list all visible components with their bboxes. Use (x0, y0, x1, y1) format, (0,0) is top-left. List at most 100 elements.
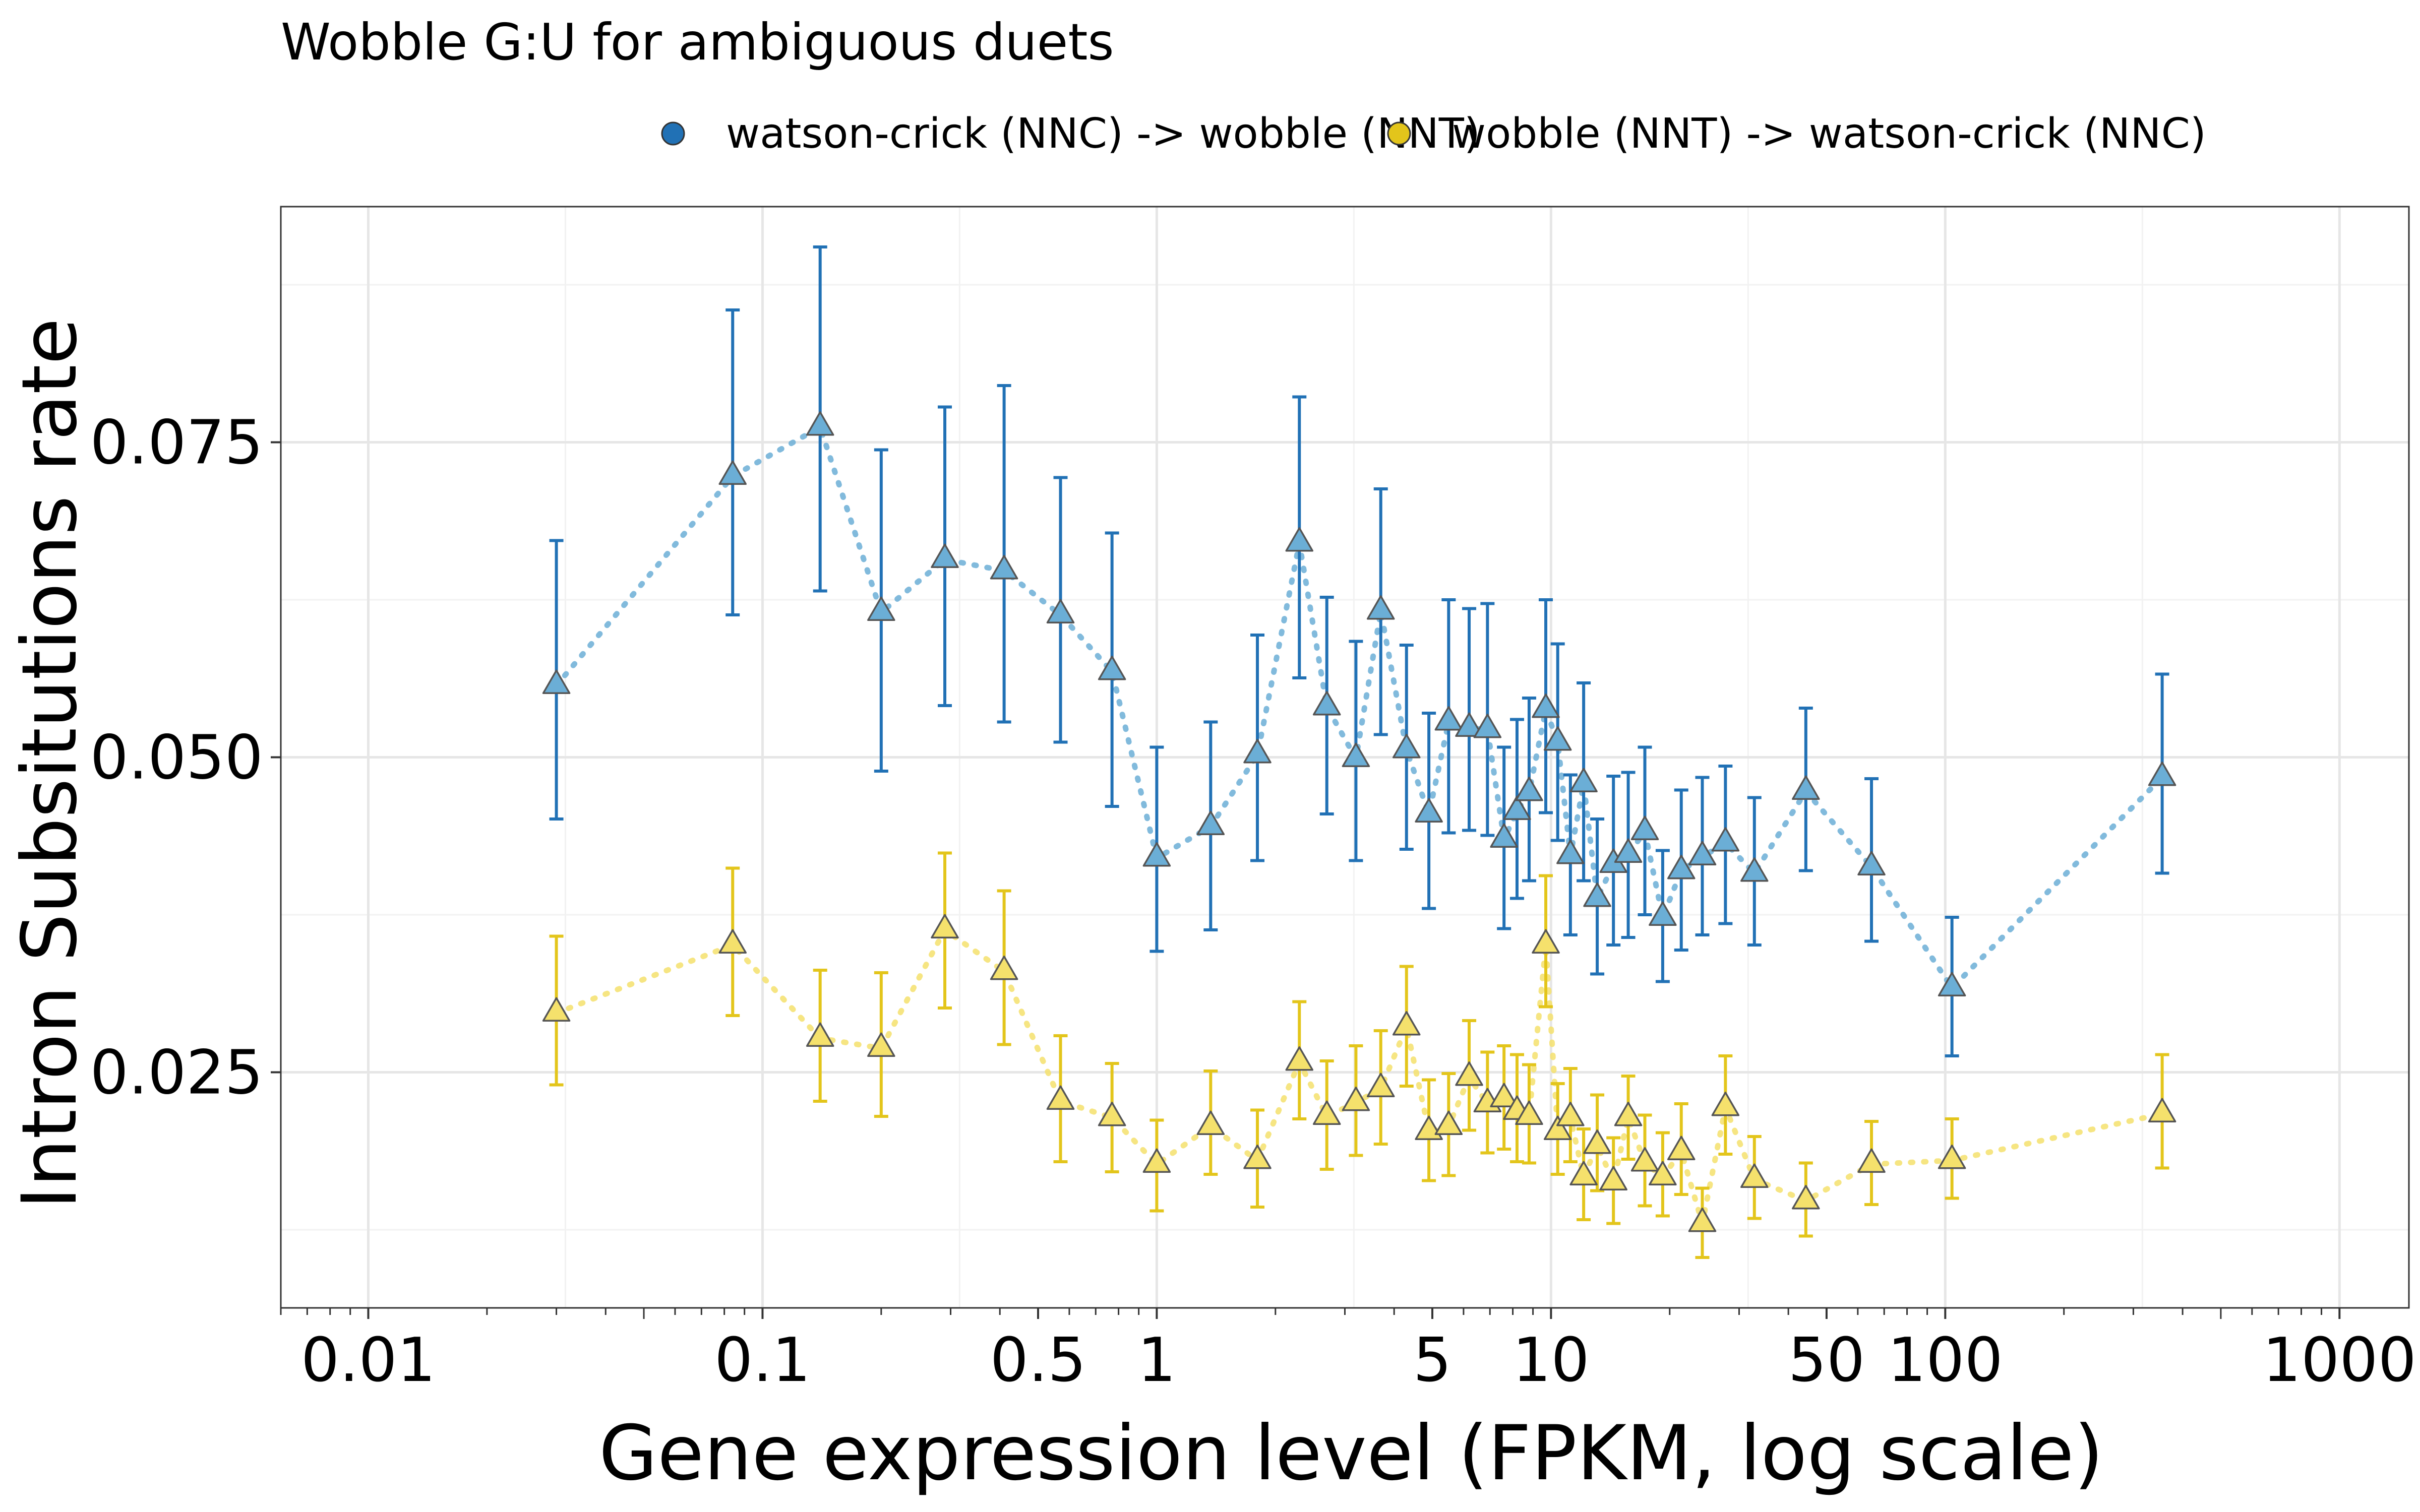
data-point (1142, 842, 1171, 867)
data-point (1857, 1148, 1886, 1173)
data-point (1556, 1102, 1585, 1126)
data-point (1630, 1147, 1659, 1172)
data-point (2148, 1098, 2176, 1123)
data-point (1243, 1145, 1272, 1169)
data-point (1711, 1092, 1740, 1116)
data-point (1196, 1110, 1225, 1136)
data-point (1342, 742, 1370, 768)
data-point (1667, 855, 1696, 879)
data-point (1455, 1061, 1483, 1086)
data-point (867, 596, 895, 621)
data-point (1630, 815, 1659, 841)
y-tick-label: 0.075 (90, 408, 263, 478)
data-point (1599, 1166, 1627, 1191)
data-point (1473, 714, 1502, 738)
data-point (1285, 527, 1314, 552)
data-point (1543, 1115, 1572, 1141)
plot-series (542, 245, 2176, 1259)
data-point (1569, 1161, 1598, 1186)
data-point (1243, 739, 1272, 764)
data-point (1503, 795, 1531, 821)
data-point (1857, 851, 1886, 876)
data-point (1393, 1011, 1421, 1036)
data-point (1649, 1161, 1677, 1186)
data-point (1366, 595, 1395, 620)
data-point (1740, 1163, 1769, 1188)
data-point (1312, 1100, 1341, 1125)
data-point (1196, 810, 1225, 836)
chart-title: Wobble G:U for ambiguous duets (281, 13, 1114, 72)
data-point (1556, 840, 1585, 864)
series-2 (542, 851, 2176, 1259)
data-point (990, 555, 1018, 580)
data-point (1142, 1148, 1171, 1173)
x-tick-label: 5 (1413, 1326, 1451, 1396)
data-point (1434, 1110, 1463, 1136)
data-point (990, 956, 1018, 980)
data-point (1938, 1145, 1966, 1169)
data-point (1688, 841, 1717, 866)
data-point (1434, 706, 1463, 731)
legend-key-1 (661, 121, 685, 146)
data-point (1312, 691, 1341, 716)
series-line (554, 925, 2165, 1225)
data-point (1515, 1100, 1543, 1125)
data-point (1614, 1102, 1643, 1126)
x-tick-label: 1 (1137, 1326, 1176, 1396)
data-point (1366, 1073, 1395, 1098)
legend-key-2 (1387, 121, 1411, 146)
data-point (542, 669, 571, 695)
data-point (806, 1022, 834, 1047)
data-point (1938, 972, 1966, 997)
data-point (1098, 656, 1126, 680)
x-tick-label: 100 (1888, 1326, 2003, 1396)
data-point (718, 929, 747, 954)
series-line (554, 423, 2165, 992)
data-point (1532, 694, 1560, 718)
data-point (806, 411, 834, 436)
data-point (1614, 838, 1643, 863)
data-point (1569, 768, 1598, 793)
series-1 (542, 245, 2176, 1057)
data-point (1515, 777, 1543, 801)
data-point (1792, 1185, 1820, 1210)
data-point (867, 1032, 895, 1057)
data-point (1583, 883, 1611, 907)
data-point (1393, 734, 1421, 759)
y-tick-label: 0.025 (90, 1038, 263, 1108)
data-point (931, 914, 959, 939)
x-tick-label: 0.01 (301, 1326, 436, 1396)
data-point (1342, 1087, 1370, 1111)
data-point (1543, 726, 1572, 751)
plot-grid (281, 207, 2409, 1308)
legend: watson-crick (NNC) -> wobble (NNT)wobble… (661, 110, 2206, 158)
data-point (1583, 1129, 1611, 1154)
y-tick-label: 0.050 (90, 723, 263, 793)
legend-label-1: watson-crick (NNC) -> wobble (NNT) (726, 110, 1480, 158)
x-tick-label: 10 (1512, 1326, 1590, 1396)
y-axis-title: Intron Subsitutions rate (6, 318, 94, 1209)
data-point (1532, 929, 1560, 954)
x-tick-label: 0.1 (714, 1326, 811, 1396)
data-point (931, 543, 959, 569)
data-point (1740, 857, 1769, 882)
data-point (1046, 1085, 1075, 1110)
data-point (1667, 1136, 1696, 1161)
y-axis: 0.025 0.050 0.075 (90, 408, 281, 1108)
data-point (1098, 1102, 1126, 1126)
x-tick-label: 1000 (2263, 1326, 2416, 1396)
data-point (542, 997, 571, 1022)
x-tick-label: 0.5 (990, 1326, 1086, 1396)
data-point (1490, 1083, 1518, 1108)
data-point (1688, 1208, 1717, 1232)
data-point (1649, 901, 1677, 926)
data-point (1046, 599, 1075, 624)
data-point (718, 460, 747, 485)
data-point (1285, 1046, 1314, 1071)
data-point (1490, 823, 1518, 848)
x-axis: 0.01 0.1 0.5 1 5 10 50 100 1000 (280, 1308, 2416, 1396)
data-point (2148, 762, 2176, 786)
data-point (1415, 798, 1443, 823)
data-point (1455, 712, 1483, 737)
